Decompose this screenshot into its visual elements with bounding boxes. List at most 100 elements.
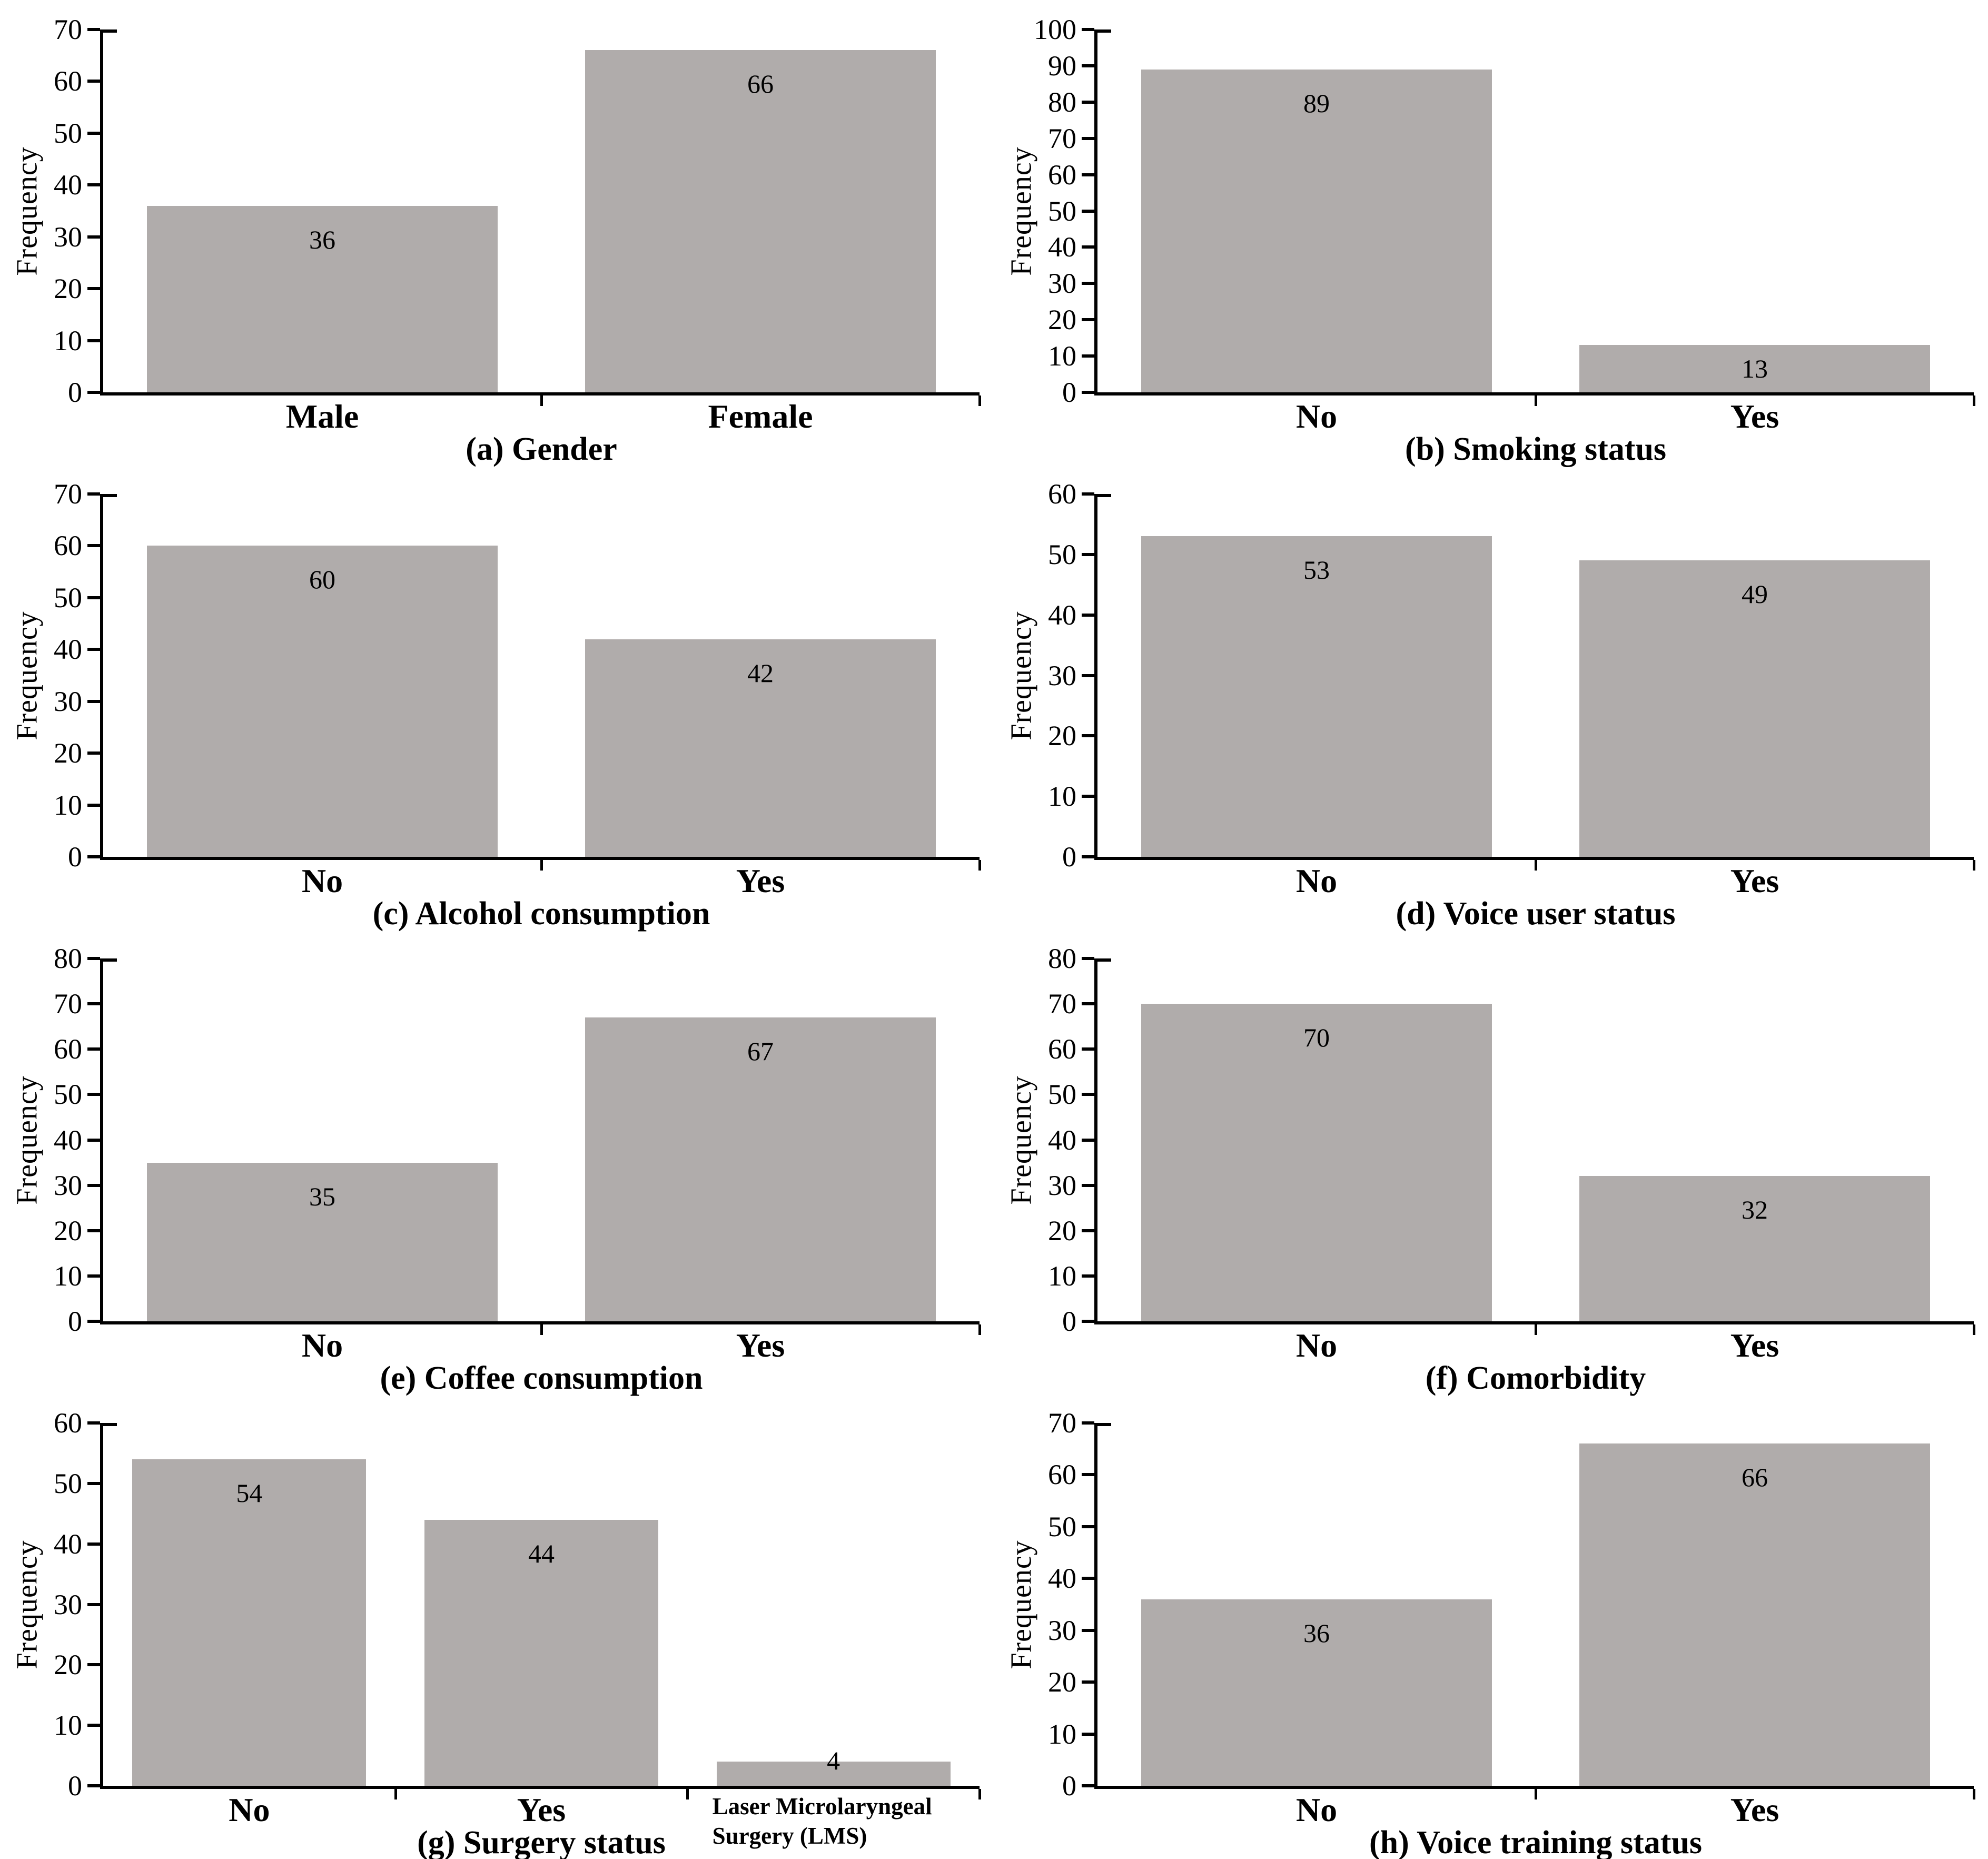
x-axis [1094,1321,1974,1324]
x-tick [540,395,543,406]
y-tick-label: 10 [54,1709,82,1742]
y-tick-label: 10 [1048,1718,1076,1750]
plot-area: 0 10 20 30 40 50 60 70 80 90 100 89 No 13 Yes [994,0,1988,464]
y-tick [1082,1577,1094,1580]
y-tick [87,1229,100,1232]
y-tick-label: 50 [54,1467,82,1499]
y-tick-label: 20 [54,1214,82,1247]
y-tick-label: 70 [54,478,82,510]
y-tick [1082,100,1094,104]
y-tick [1082,1229,1094,1232]
y-axis [100,29,103,395]
y-tick [1082,1138,1094,1142]
x-category-label: No [1295,1327,1338,1364]
x-tick [540,1324,543,1335]
y-axis [100,1423,103,1789]
x-category-label: No [1295,862,1338,899]
x-axis [1094,1786,1974,1789]
x-tick [1973,395,1975,406]
y-tick-label: 20 [54,737,82,769]
bar-value-label: 36 [1303,1618,1330,1648]
y-tick-label: 20 [1048,1214,1076,1247]
y-tick-label: 0 [68,1770,82,1802]
y-tick-label: 10 [1048,780,1076,813]
y-axis-cap-tick [103,494,117,497]
x-axis [100,392,980,395]
bar-male [147,205,498,392]
y-tick [87,855,100,858]
y-tick-label: 0 [1062,1770,1076,1802]
y-tick [87,28,100,31]
y-tick-label: 0 [68,841,82,873]
y-tick [1082,209,1094,213]
bar-yes [1579,560,1930,857]
y-tick [87,1421,100,1425]
x-category-label: No [301,1327,343,1364]
y-tick [87,596,100,599]
y-tick-label: 70 [54,14,82,45]
y-tick-label: 10 [54,324,82,357]
y-tick [1082,492,1094,496]
y-tick-label: 20 [1048,304,1076,336]
y-tick [87,131,100,135]
y-tick-label: 10 [1048,1260,1076,1292]
x-tick [978,1324,981,1335]
bar-no [1141,1599,1492,1786]
bar-value-label: 89 [1303,88,1330,118]
chart-a-gender: Frequency 0 10 20 30 40 50 60 70 36 Male 66 Female … [0,0,994,467]
bar-value-label: 66 [1742,1462,1768,1492]
y-tick [1082,391,1094,394]
x-category-label: No [1295,1791,1338,1828]
y-tick [1082,1628,1094,1632]
y-tick-label: 50 [1048,1079,1076,1111]
y-tick [87,391,100,394]
y-axis-cap-tick [1097,958,1111,962]
y-tick-label: 30 [54,685,82,717]
bar-female [585,50,936,392]
x-tick [1535,860,1537,871]
x-category-label: No [1295,398,1338,435]
y-tick [1082,64,1094,67]
plot-area: 0 10 20 30 40 50 60 70 80 35 No 67 Yes [0,929,994,1393]
bar-yes [1579,1176,1930,1321]
y-tick [1082,173,1094,176]
y-tick [1082,1680,1094,1684]
bar-yes [585,639,936,857]
bar-value-label: 44 [528,1538,555,1568]
y-tick-label: 50 [1048,538,1076,570]
plot-area: 0 10 20 30 40 50 60 53 No 49 Yes [994,464,1988,929]
y-tick [87,544,100,548]
bar-no [1141,1004,1492,1321]
bar-no [1141,536,1492,857]
y-tick [1082,354,1094,358]
x-category-label: Yes [517,1791,566,1828]
y-tick [1082,245,1094,249]
y-tick [1082,28,1094,31]
y-tick [87,803,100,807]
bar-no [147,1162,498,1321]
x-category-label: Female [708,398,813,435]
chart-caption: (h) Voice training status [1369,1825,1703,1859]
x-category-label: Male [285,398,359,435]
bar-value-label: 60 [309,565,335,595]
bar-yes [1579,1443,1930,1786]
y-tick [87,1663,100,1667]
x-tick [1973,1789,1975,1799]
x-axis [100,857,980,860]
y-tick-label: 40 [1048,1563,1076,1595]
bar-yes [585,1017,936,1321]
y-tick [1082,1002,1094,1006]
y-axis-cap-tick [103,1423,117,1426]
chart-caption: (d) Voice user status [1396,896,1676,932]
y-tick-label: 50 [54,1079,82,1111]
y-tick [1082,613,1094,617]
y-tick-label: 20 [54,273,82,305]
y-tick [1082,795,1094,798]
x-tick [686,1789,689,1799]
y-tick [1082,1473,1094,1477]
x-tick [978,395,981,406]
x-tick [978,860,981,871]
y-tick [87,287,100,291]
y-tick [87,1542,100,1546]
y-tick-label: 10 [1048,340,1076,372]
